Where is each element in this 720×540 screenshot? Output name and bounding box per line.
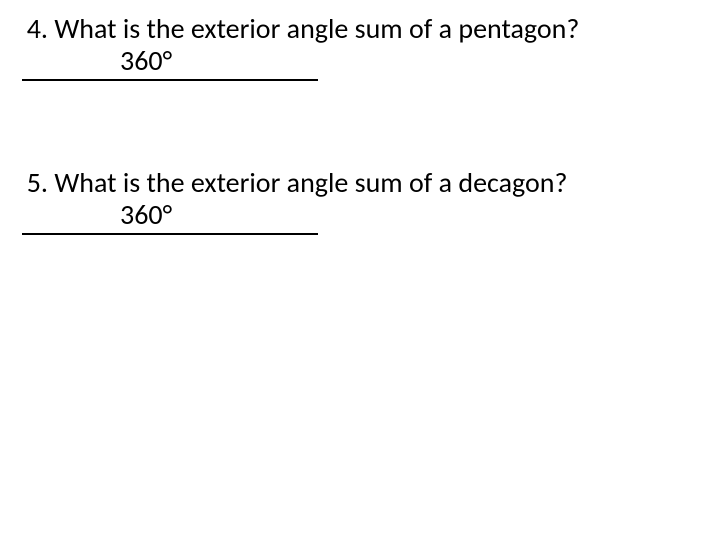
question-4-blank-line [22,79,318,81]
question-4-answer-row: 360° [20,48,700,84]
question-4-text: What is the exterior angle sum of a pent… [54,11,579,46]
slide: 4. What is the exterior angle sum of a p… [0,0,720,540]
question-4-block: 4. What is the exterior angle sum of a p… [20,12,700,84]
question-5-text: What is the exterior angle sum of a deca… [54,165,567,200]
question-5-blank-line [22,233,318,235]
question-5-answer-row: 360° [20,202,700,238]
question-5-answer: 360° [120,201,172,229]
question-4-number: 4. [20,12,48,46]
question-4-answer: 360° [120,47,172,75]
question-4-line: 4. What is the exterior angle sum of a p… [20,12,700,46]
question-5-line: 5. What is the exterior angle sum of a d… [20,166,700,200]
question-5-number: 5. [20,166,48,200]
question-5-block: 5. What is the exterior angle sum of a d… [20,166,700,238]
